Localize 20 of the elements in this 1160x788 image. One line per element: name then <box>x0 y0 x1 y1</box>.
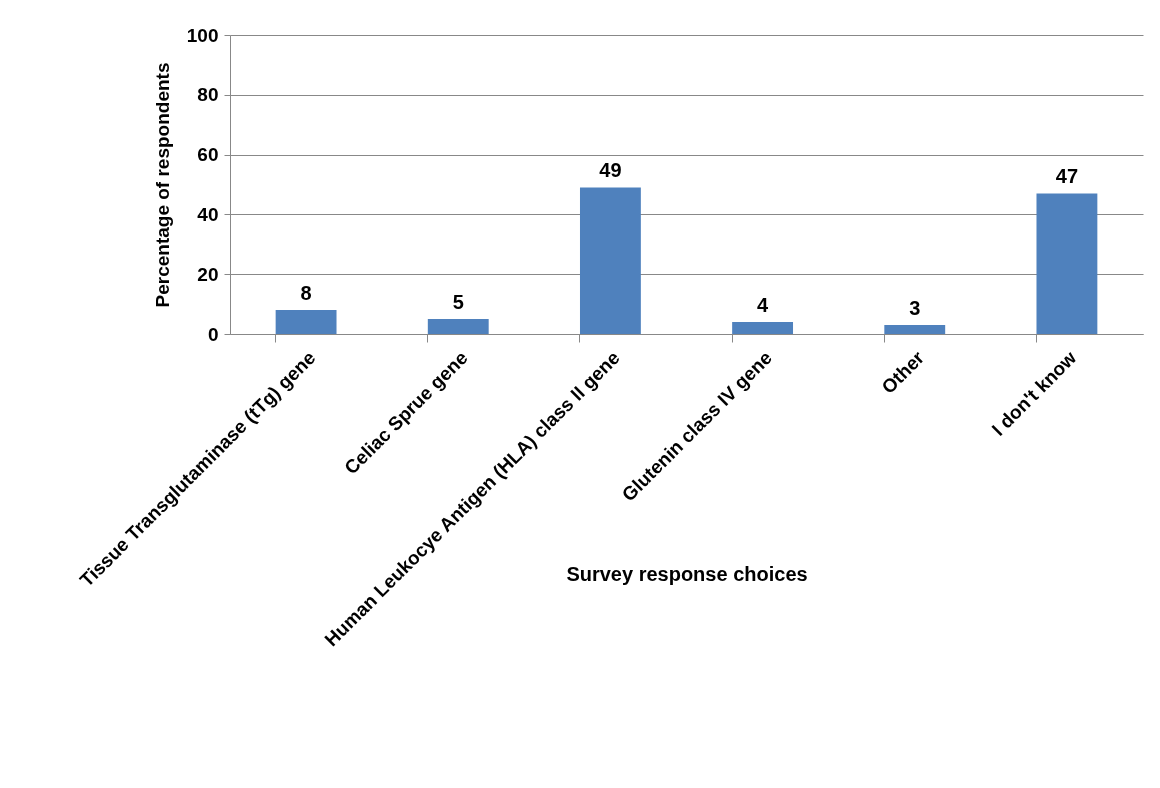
bar <box>427 319 489 334</box>
data-label: 47 <box>1055 165 1079 188</box>
x-axis-title: Survey response choices <box>566 562 808 585</box>
data-label: 49 <box>599 159 622 182</box>
y-tick-label: 0 <box>207 323 219 345</box>
data-label: 5 <box>452 291 464 314</box>
data-label: 4 <box>757 294 770 317</box>
bar <box>1036 193 1098 334</box>
data-label: 8 <box>300 282 312 305</box>
bar <box>579 187 641 334</box>
bar <box>732 322 794 334</box>
y-axis-title: Percentage of respondents <box>151 62 173 308</box>
y-tick-label: 40 <box>197 203 219 225</box>
bar <box>884 325 946 334</box>
y-tick-label: 80 <box>197 84 219 106</box>
bar <box>275 310 337 334</box>
y-tick-label: 100 <box>186 24 219 46</box>
y-tick-label: 20 <box>197 263 219 285</box>
y-tick-label: 60 <box>197 144 219 166</box>
data-label: 3 <box>909 297 921 320</box>
